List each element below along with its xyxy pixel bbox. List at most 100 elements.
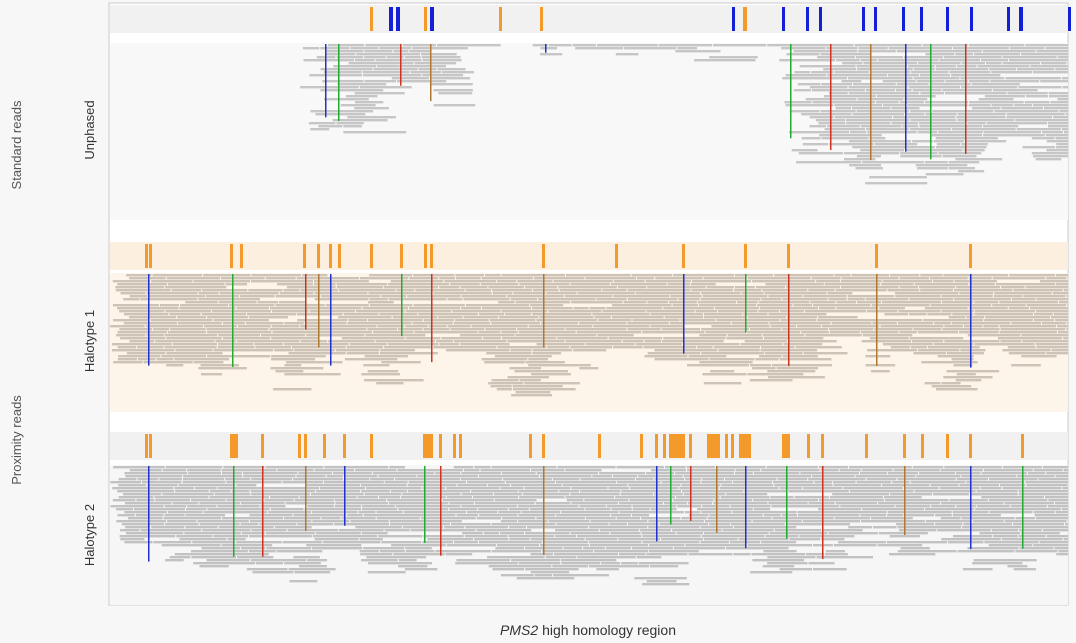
read: [728, 334, 762, 336]
read: [841, 286, 899, 288]
read: [1054, 547, 1068, 549]
read: [905, 149, 963, 151]
read: [637, 556, 662, 558]
read: [725, 478, 777, 480]
read: [892, 481, 910, 483]
read: [993, 277, 1045, 279]
read: [672, 529, 722, 531]
read: [832, 322, 872, 324]
read: [307, 559, 327, 561]
read: [720, 487, 779, 489]
read: [621, 562, 638, 564]
read: [513, 292, 545, 294]
read: [647, 286, 705, 288]
read: [162, 493, 213, 495]
read: [439, 286, 459, 288]
read: [368, 571, 406, 573]
read: [511, 559, 560, 561]
read: [646, 472, 674, 474]
read: [452, 310, 500, 312]
read: [860, 514, 886, 516]
read: [125, 475, 182, 477]
read: [147, 292, 198, 294]
read: [702, 478, 724, 480]
read: [1000, 331, 1057, 333]
read: [592, 313, 649, 315]
figure: Standard reads Proximity reads Unphased …: [0, 0, 1076, 643]
read: [366, 556, 426, 558]
read: [788, 340, 836, 342]
read: [974, 53, 1020, 55]
read: [943, 89, 992, 91]
read: [1046, 352, 1068, 354]
read: [579, 505, 606, 507]
read: [1037, 346, 1069, 348]
read: [596, 568, 619, 570]
read: [544, 334, 596, 336]
read: [324, 481, 384, 483]
read: [816, 280, 840, 282]
read: [752, 280, 815, 282]
read: [479, 313, 504, 315]
read: [246, 322, 283, 324]
read: [251, 478, 292, 480]
read: [187, 469, 221, 471]
variant-track-hap1: [110, 242, 1068, 270]
read: [968, 547, 1019, 549]
read: [681, 319, 716, 321]
read: [207, 328, 269, 330]
read: [619, 553, 645, 555]
read: [996, 283, 1055, 285]
read: [621, 490, 681, 492]
read: [442, 71, 474, 73]
read: [347, 346, 383, 348]
read: [931, 484, 959, 486]
read: [860, 472, 887, 474]
read: [1036, 298, 1068, 300]
read: [1056, 143, 1068, 145]
read: [331, 325, 377, 327]
read: [1002, 107, 1043, 109]
read: [704, 538, 738, 540]
read: [1067, 62, 1068, 64]
read: [990, 511, 1033, 513]
read: [276, 295, 321, 297]
read: [856, 167, 884, 169]
read: [409, 481, 466, 483]
read: [959, 331, 999, 333]
read: [692, 280, 751, 282]
read: [977, 505, 1010, 507]
read: [613, 346, 643, 348]
read: [122, 523, 164, 525]
read: [883, 343, 933, 345]
read: [355, 59, 375, 61]
read: [333, 65, 376, 67]
read: [509, 535, 555, 537]
read: [161, 355, 206, 357]
read: [934, 322, 951, 324]
read: [800, 472, 859, 474]
read: [1056, 511, 1068, 513]
read: [727, 337, 763, 339]
read: [989, 544, 1033, 546]
read: [899, 331, 916, 333]
read: [709, 523, 730, 525]
read: [115, 286, 164, 288]
read: [750, 571, 792, 573]
read: [850, 131, 866, 133]
read: [449, 502, 474, 504]
read: [745, 340, 788, 342]
read: [985, 316, 1050, 318]
read: [828, 298, 846, 300]
read: [819, 499, 884, 501]
read: [415, 289, 464, 291]
read: [226, 283, 248, 285]
variant-mark: [430, 244, 433, 268]
read: [370, 298, 388, 300]
read: [812, 277, 841, 279]
read: [736, 469, 761, 471]
read: [489, 565, 552, 567]
read: [413, 304, 465, 306]
read: [363, 71, 410, 73]
read: [825, 553, 848, 555]
